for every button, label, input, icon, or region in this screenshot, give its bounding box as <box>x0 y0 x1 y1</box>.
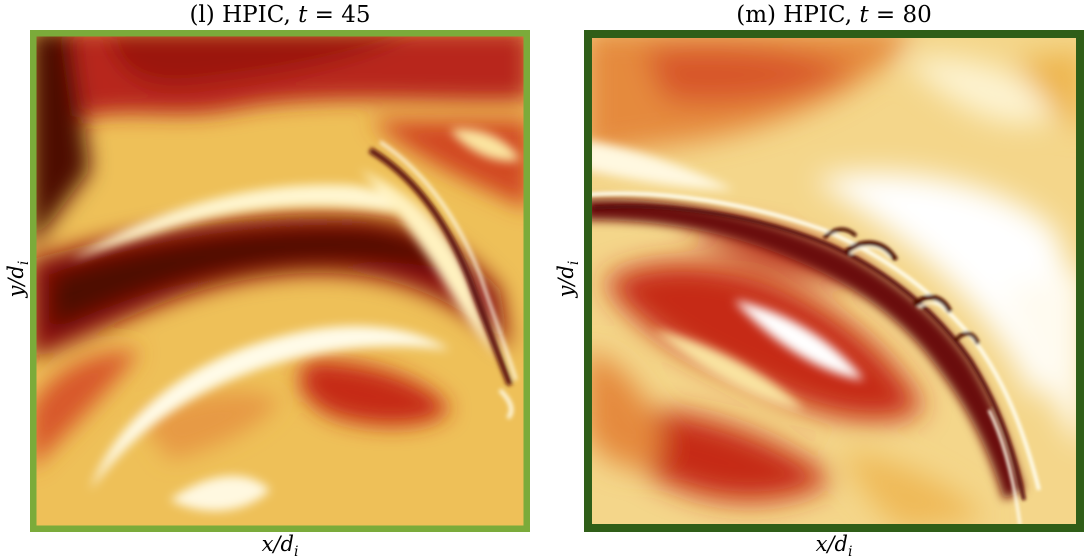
x-axis-label: x/di <box>815 532 853 560</box>
panel-method: HPIC <box>222 2 284 28</box>
time-variable: t <box>298 2 308 28</box>
time-variable: t <box>859 2 869 28</box>
plot-frame <box>584 30 1084 532</box>
panel-label: (l) <box>189 2 215 28</box>
heatmap-field <box>584 30 1084 532</box>
heatmap-field <box>30 30 530 532</box>
y-axis-label: y/di <box>553 260 583 298</box>
x-axis-label: x/di <box>261 532 299 560</box>
panel-title: (m) HPIC, t = 80 <box>736 2 932 28</box>
panel-title: (l) HPIC, t = 45 <box>189 2 371 28</box>
time-value: 45 <box>341 2 371 28</box>
y-axis-label: y/di <box>3 260 33 298</box>
plot-frame <box>30 30 530 532</box>
panel-label: (m) <box>736 2 776 28</box>
panel-method: HPIC <box>783 2 845 28</box>
time-value: 80 <box>902 2 932 28</box>
